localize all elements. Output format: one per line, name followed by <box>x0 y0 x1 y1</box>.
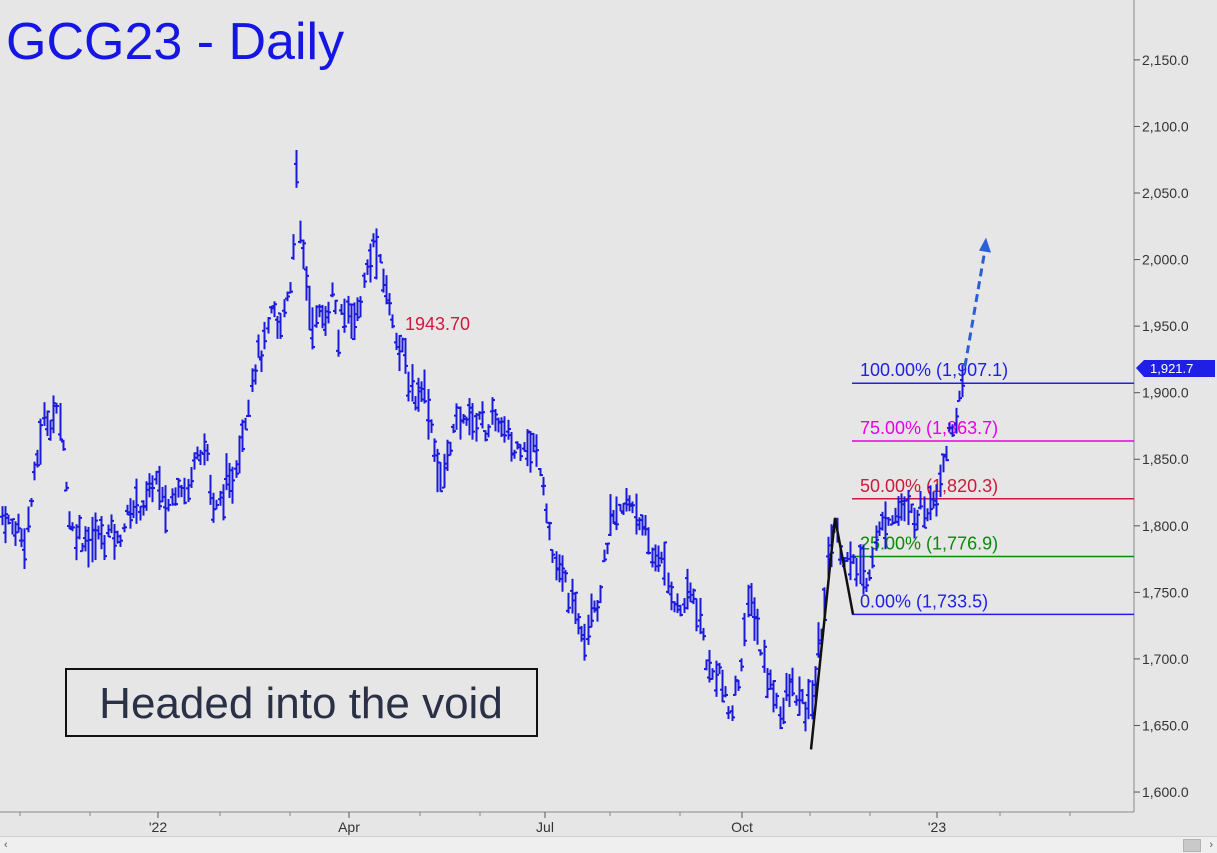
scroll-thumb[interactable] <box>1183 839 1201 852</box>
y-tick-label: 2,150.0 <box>1142 52 1189 68</box>
price-annotation: 1943.70 <box>405 314 470 334</box>
target-arrow <box>963 237 991 367</box>
chart-title: GCG23 - Daily <box>6 13 344 71</box>
horizontal-scrollbar[interactable]: ‹ › <box>0 836 1217 853</box>
fib-retracement-levels: 100.00% (1,907.1) 75.00% (1,863.7) 50.00% … <box>852 360 1134 616</box>
y-tick-label: 1,950.0 <box>1142 318 1189 334</box>
fib-label: 50.00% (1,820.3) <box>860 476 998 496</box>
x-tick-label: '22 <box>149 819 167 835</box>
abc-pattern <box>809 517 855 750</box>
fib-label: 100.00% (1,907.1) <box>860 360 1008 380</box>
y-tick-label: 2,050.0 <box>1142 185 1189 201</box>
y-tick-label: 1,900.0 <box>1142 385 1189 401</box>
x-axis: '22 Apr Jul Oct '23 <box>19 812 1071 835</box>
scroll-right-arrow-icon[interactable]: › <box>1209 839 1213 851</box>
y-tick-label: 2,000.0 <box>1142 252 1189 268</box>
fib-label: 75.00% (1,863.7) <box>860 418 998 438</box>
y-tick-label: 1,800.0 <box>1142 518 1189 534</box>
y-axis: 1,600.0 1,650.0 1,700.0 1,750.0 1,800.0 1,850… <box>1134 52 1189 800</box>
y-tick-label: 1,700.0 <box>1142 651 1189 667</box>
last-price-label: 1,921.7 <box>1150 361 1193 376</box>
x-tick-label: Apr <box>338 819 360 835</box>
x-tick-label: Jul <box>536 819 554 835</box>
y-tick-label: 1,850.0 <box>1142 451 1189 467</box>
target-arrow-line <box>963 249 987 367</box>
annotation-box: Headed into the void <box>65 668 538 737</box>
fib-label: 0.00% (1,733.5) <box>860 591 988 611</box>
y-tick-label: 1,750.0 <box>1142 584 1189 600</box>
x-tick-label: '23 <box>928 819 946 835</box>
fib-label: 25.00% (1,776.9) <box>860 534 998 554</box>
last-price-tag: 1,921.7 <box>1136 360 1215 377</box>
annotation-text: Headed into the void <box>99 679 503 728</box>
x-tick-label: Oct <box>731 819 753 835</box>
y-tick-label: 1,600.0 <box>1142 784 1189 800</box>
target-arrow-head <box>979 237 991 253</box>
y-tick-label: 1,650.0 <box>1142 717 1189 733</box>
price-bars <box>0 150 965 732</box>
abc-pattern-line <box>809 517 855 750</box>
y-tick-label: 2,100.0 <box>1142 118 1189 134</box>
scroll-left-arrow-icon[interactable]: ‹ <box>4 839 8 851</box>
